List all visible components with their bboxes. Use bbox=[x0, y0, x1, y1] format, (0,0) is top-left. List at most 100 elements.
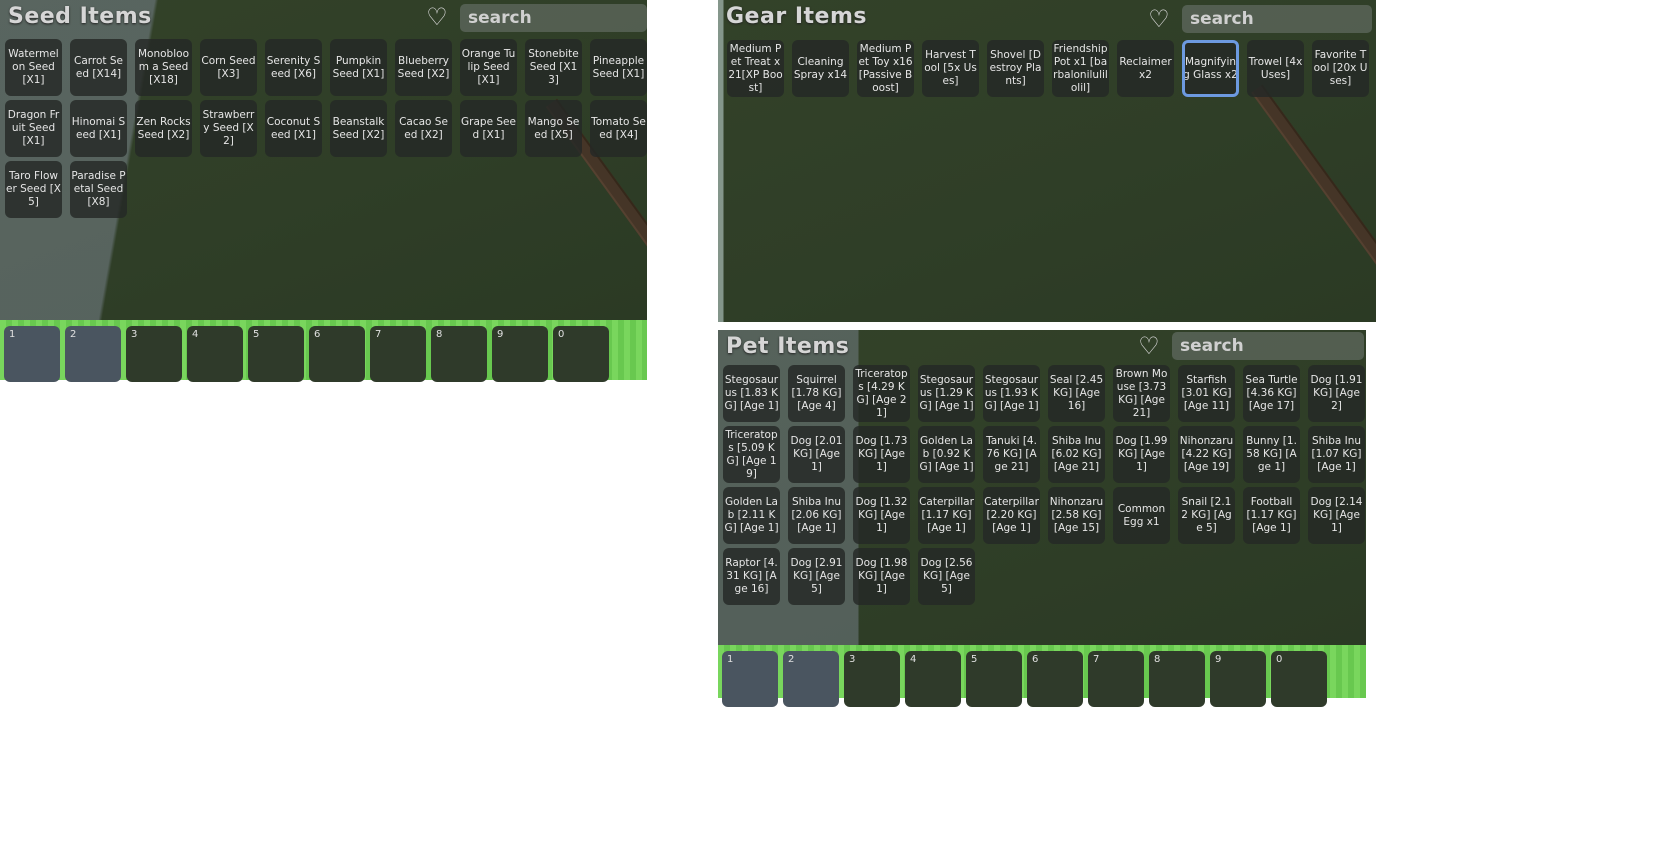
hotbar-slot[interactable]: 1 bbox=[722, 651, 778, 707]
inventory-item[interactable]: Medium Pet Treat x21[XP Boost] bbox=[727, 40, 784, 97]
inventory-item[interactable]: Cleaning Spray x14 bbox=[792, 40, 849, 97]
inventory-item[interactable]: Monobloom a Seed [X18] bbox=[135, 39, 192, 96]
inventory-item[interactable]: Shiba Inu [6.02 KG] [Age 21] bbox=[1048, 426, 1105, 483]
inventory-item[interactable]: Medium Pet Toy x16[Passive Boost] bbox=[857, 40, 914, 97]
inventory-item[interactable]: Stegosaurus [1.29 KG] [Age 1] bbox=[918, 365, 975, 422]
inventory-item[interactable]: Tanuki [4.76 KG] [Age 21] bbox=[983, 426, 1040, 483]
hotbar-slot[interactable]: 5 bbox=[248, 326, 304, 382]
hotbar-slot[interactable]: 0 bbox=[553, 326, 609, 382]
inventory-item[interactable]: Favorite Tool [20x Uses] bbox=[1312, 40, 1369, 97]
inventory-item[interactable]: Starfish [3.01 KG] [Age 11] bbox=[1178, 365, 1235, 422]
inventory-item[interactable]: Triceratops [5.09 KG] [Age 19] bbox=[723, 426, 780, 483]
inventory-item[interactable]: Nihonzaru [4.22 KG] [Age 19] bbox=[1178, 426, 1235, 483]
inventory-item[interactable]: Beanstalk Seed [X2] bbox=[330, 100, 387, 157]
inventory-item[interactable]: Squirrel [1.78 KG] [Age 4] bbox=[788, 365, 845, 422]
inventory-item[interactable]: Dog [2.01 KG] [Age 1] bbox=[788, 426, 845, 483]
inventory-item[interactable]: Golden Lab [0.92 KG] [Age 1] bbox=[918, 426, 975, 483]
inventory-item[interactable]: Stegosaurus [1.93 KG] [Age 1] bbox=[983, 365, 1040, 422]
seed-panel-title: Seed Items bbox=[8, 4, 152, 29]
inventory-item[interactable]: Shovel [Destroy Plants] bbox=[987, 40, 1044, 97]
inventory-item[interactable]: Dragon Fruit Seed [X1] bbox=[5, 100, 62, 157]
favorite-heart-icon[interactable]: ♡ bbox=[1138, 332, 1160, 360]
inventory-item[interactable]: Dog [2.56 KG] [Age 5] bbox=[918, 548, 975, 605]
inventory-item[interactable]: Magnifying Glass x2 bbox=[1182, 40, 1239, 97]
inventory-item[interactable]: Dog [2.91 KG] [Age 5] bbox=[788, 548, 845, 605]
inventory-item[interactable]: Dog [1.99 KG] [Age 1] bbox=[1113, 426, 1170, 483]
hotbar-slot[interactable]: 4 bbox=[905, 651, 961, 707]
hotbar-slot[interactable]: 5 bbox=[966, 651, 1022, 707]
hotbar-slot[interactable]: 8 bbox=[1149, 651, 1205, 707]
inventory-item[interactable]: Reclaimer x2 bbox=[1117, 40, 1174, 97]
inventory-item[interactable]: Pumpkin Seed [X1] bbox=[330, 39, 387, 96]
inventory-item[interactable]: Common Egg x1 bbox=[1113, 487, 1170, 544]
inventory-item[interactable]: Seal [2.45 KG] [Age 16] bbox=[1048, 365, 1105, 422]
inventory-item[interactable]: Taro Flower Seed [X5] bbox=[5, 161, 62, 218]
hotbar-slot[interactable]: 7 bbox=[370, 326, 426, 382]
favorite-heart-icon[interactable]: ♡ bbox=[426, 3, 448, 31]
hotbar-slot[interactable]: 3 bbox=[844, 651, 900, 707]
inventory-item[interactable]: Football [1.17 KG] [Age 1] bbox=[1243, 487, 1300, 544]
inventory-item[interactable]: Snail [2.12 KG] [Age 5] bbox=[1178, 487, 1235, 544]
pet-items-grid: Stegosaurus [1.83 KG] [Age 1] Squirrel [1… bbox=[723, 365, 1366, 605]
seed-items-panel: Seed Items ♡ search Watermelon Seed [X1]… bbox=[0, 0, 647, 320]
pet-panel-title: Pet Items bbox=[726, 334, 850, 359]
gear-search-input[interactable]: search bbox=[1182, 5, 1372, 33]
inventory-item[interactable]: Serenity Seed [X6] bbox=[265, 39, 322, 96]
inventory-item[interactable]: Orange Tulip Seed [X1] bbox=[460, 39, 517, 96]
pet-search-input[interactable]: search bbox=[1172, 332, 1364, 360]
inventory-item[interactable]: Carrot Seed [X14] bbox=[70, 39, 127, 96]
inventory-item[interactable]: Cacao Seed [X2] bbox=[395, 100, 452, 157]
inventory-item[interactable]: Dog [1.91 KG] [Age 2] bbox=[1308, 365, 1365, 422]
hotbar-slot[interactable]: 3 bbox=[126, 326, 182, 382]
gear-panel-title: Gear Items bbox=[726, 4, 867, 29]
inventory-item[interactable]: Caterpillar [1.17 KG] [Age 1] bbox=[918, 487, 975, 544]
inventory-item[interactable]: Tomato Seed [X4] bbox=[590, 100, 647, 157]
inventory-item[interactable]: Brown Mouse [3.73 KG] [Age 21] bbox=[1113, 365, 1170, 422]
hotbar-slot[interactable]: 4 bbox=[187, 326, 243, 382]
inventory-item[interactable]: Stonebite Seed [X13] bbox=[525, 39, 582, 96]
inventory-item[interactable]: Raptor [4.31 KG] [Age 16] bbox=[723, 548, 780, 605]
hotbar-slot[interactable]: 0 bbox=[1271, 651, 1327, 707]
inventory-item[interactable]: Caterpillar [2.20 KG] [Age 1] bbox=[983, 487, 1040, 544]
inventory-item[interactable]: Triceratops [4.29 KG] [Age 21] bbox=[853, 365, 910, 422]
gear-items-grid: Medium Pet Treat x21[XP Boost] Cleaning S… bbox=[727, 40, 1373, 97]
inventory-item[interactable]: Bunny [1.58 KG] [Age 1] bbox=[1243, 426, 1300, 483]
inventory-item[interactable]: Grape Seed [X1] bbox=[460, 100, 517, 157]
inventory-item[interactable]: Nihonzaru [2.58 KG] [Age 15] bbox=[1048, 487, 1105, 544]
gear-items-panel: Gear Items ♡ search Medium Pet Treat x21… bbox=[718, 0, 1376, 322]
hotbar-slot[interactable]: 2 bbox=[783, 651, 839, 707]
seed-search-input[interactable]: search bbox=[460, 4, 647, 32]
inventory-item[interactable]: Zen Rocks Seed [X2] bbox=[135, 100, 192, 157]
inventory-item[interactable]: Dog [1.32 KG] [Age 1] bbox=[853, 487, 910, 544]
hotbar-slot[interactable]: 6 bbox=[309, 326, 365, 382]
inventory-item[interactable]: Shiba Inu [2.06 KG] [Age 1] bbox=[788, 487, 845, 544]
hotbar-slot[interactable]: 7 bbox=[1088, 651, 1144, 707]
hotbar-slot[interactable]: 6 bbox=[1027, 651, 1083, 707]
inventory-item[interactable]: Corn Seed [X3] bbox=[200, 39, 257, 96]
inventory-item[interactable]: Blueberry Seed [X2] bbox=[395, 39, 452, 96]
inventory-item[interactable]: Dog [2.14 KG] [Age 1] bbox=[1308, 487, 1365, 544]
inventory-item[interactable]: Friendship Pot x1 [barbalonilulilolil] bbox=[1052, 40, 1109, 97]
inventory-item[interactable]: Coconut Seed [X1] bbox=[265, 100, 322, 157]
inventory-item[interactable]: Hinomai Seed [X1] bbox=[70, 100, 127, 157]
inventory-item[interactable]: Trowel [4x Uses] bbox=[1247, 40, 1304, 97]
inventory-item[interactable]: Strawberry Seed [X2] bbox=[200, 100, 257, 157]
inventory-item[interactable]: Shiba Inu [1.07 KG] [Age 1] bbox=[1308, 426, 1365, 483]
hotbar-slot[interactable]: 9 bbox=[492, 326, 548, 382]
inventory-item[interactable]: Mango Seed [X5] bbox=[525, 100, 582, 157]
hotbar-slot[interactable]: 9 bbox=[1210, 651, 1266, 707]
inventory-item[interactable]: Paradise Petal Seed [X8] bbox=[70, 161, 127, 218]
hotbar-slot[interactable]: 8 bbox=[431, 326, 487, 382]
inventory-item[interactable]: Harvest Tool [5x Uses] bbox=[922, 40, 979, 97]
favorite-heart-icon[interactable]: ♡ bbox=[1148, 5, 1170, 33]
inventory-item[interactable]: Stegosaurus [1.83 KG] [Age 1] bbox=[723, 365, 780, 422]
inventory-item[interactable]: Sea Turtle [4.36 KG] [Age 17] bbox=[1243, 365, 1300, 422]
inventory-item[interactable]: Dog [1.98 KG] [Age 1] bbox=[853, 548, 910, 605]
hotbar-slot[interactable]: 2 bbox=[65, 326, 121, 382]
inventory-item[interactable]: Pineapple Seed [X1] bbox=[590, 39, 647, 96]
hotbar-slot[interactable]: 1 bbox=[4, 326, 60, 382]
inventory-item[interactable]: Golden Lab [2.11 KG] [Age 1] bbox=[723, 487, 780, 544]
inventory-item[interactable]: Dog [1.73 KG] [Age 1] bbox=[853, 426, 910, 483]
inventory-item[interactable]: Watermelon Seed [X1] bbox=[5, 39, 62, 96]
